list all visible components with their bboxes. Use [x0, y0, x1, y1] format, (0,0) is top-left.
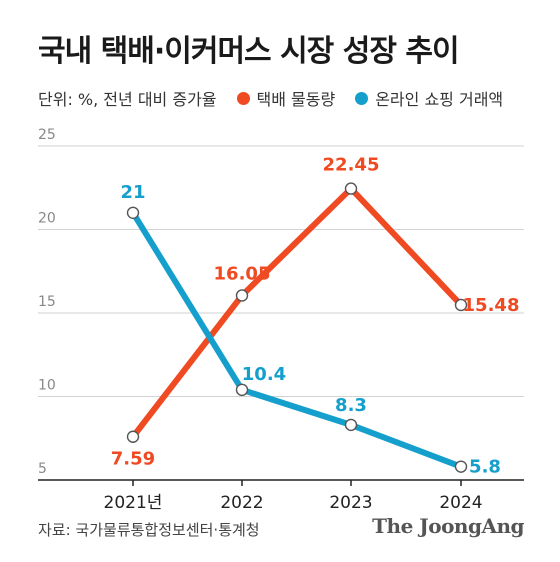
- source-note: 자료: 국가물류통합정보센터·통계청: [38, 521, 260, 539]
- legend-dot-online-icon: [355, 91, 369, 105]
- data-label-0-1: 16.05: [214, 263, 271, 284]
- data-point-0-0: [126, 430, 140, 443]
- data-label-1-1: 10.4: [242, 364, 286, 385]
- legend-label-parcel: 택배 물동량: [256, 90, 336, 109]
- data-label-0-2: 22.45: [323, 155, 380, 176]
- legend-item-parcel: 택배 물동량: [236, 86, 336, 110]
- x-tick-label-0: 2021년: [104, 493, 163, 513]
- data-point-1-1: [235, 383, 249, 397]
- series-line-1: [130, 209, 464, 470]
- data-label-0-3: 15.48: [463, 295, 520, 316]
- y-tick-label-25: 25: [38, 127, 56, 143]
- data-label-0-0: 7.59: [111, 449, 155, 470]
- y-tick-label-5: 5: [38, 461, 47, 477]
- legend-item-online: 온라인 쇼핑 거래액: [355, 86, 503, 110]
- data-point-1-2: [344, 418, 358, 432]
- x-tick-label-3: 2024: [439, 493, 482, 513]
- publisher-logo: The JoongAng: [372, 514, 524, 538]
- subtitle-row: 단위: %, 전년 대비 증가율 택배 물동량 온라인 쇼핑 거래액: [38, 86, 503, 110]
- legend-label-online: 온라인 쇼핑 거래액: [375, 90, 504, 109]
- data-point-0-3: [454, 298, 468, 312]
- legend-dot-parcel-icon: [236, 91, 250, 105]
- data-point-0-1: [235, 289, 249, 302]
- data-point-0-2: [344, 182, 358, 195]
- y-tick-label-20: 20: [38, 211, 56, 227]
- unit-note: 단위: %, 전년 대비 증가율: [38, 90, 217, 109]
- data-label-1-0: 21: [120, 182, 145, 203]
- chart-title: 국내 택배·이커머스 시장 성장 추이: [38, 34, 460, 69]
- data-label-1-3: 5.8: [469, 457, 501, 478]
- data-point-1-0: [126, 206, 140, 220]
- data-point-1-3: [454, 460, 468, 473]
- x-tick-label-1: 2022: [220, 493, 263, 513]
- y-tick-label-15: 15: [38, 294, 56, 310]
- x-tick-label-2: 2023: [329, 493, 372, 513]
- series-line-0: [130, 185, 464, 440]
- data-label-1-2: 8.3: [335, 395, 367, 416]
- y-tick-label-10: 10: [38, 378, 56, 394]
